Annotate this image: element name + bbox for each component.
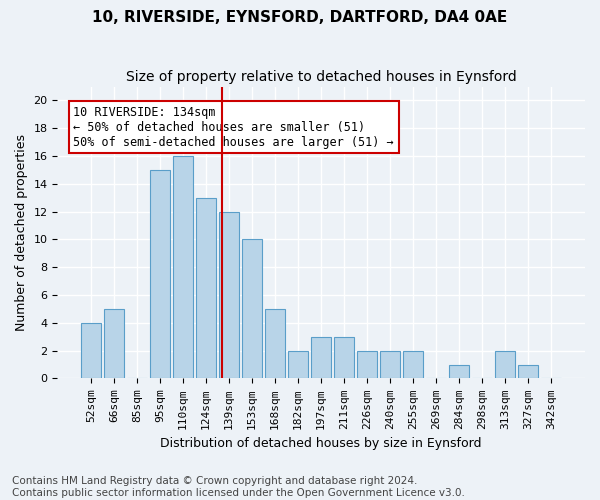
Bar [265, 309, 285, 378]
Bar [104, 309, 124, 378]
Text: 10, RIVERSIDE, EYNSFORD, DARTFORD, DA4 0AE: 10, RIVERSIDE, EYNSFORD, DARTFORD, DA4 0… [92, 10, 508, 25]
Bar [518, 364, 538, 378]
Bar [311, 336, 331, 378]
Bar [380, 350, 400, 378]
Bar [82, 323, 101, 378]
Bar [449, 364, 469, 378]
Bar [151, 170, 170, 378]
Bar [334, 336, 354, 378]
Text: 10 RIVERSIDE: 134sqm
← 50% of detached houses are smaller (51)
50% of semi-detac: 10 RIVERSIDE: 134sqm ← 50% of detached h… [73, 106, 394, 148]
Bar [173, 156, 193, 378]
Title: Size of property relative to detached houses in Eynsford: Size of property relative to detached ho… [126, 70, 517, 84]
X-axis label: Distribution of detached houses by size in Eynsford: Distribution of detached houses by size … [160, 437, 482, 450]
Bar [220, 212, 239, 378]
Bar [496, 350, 515, 378]
Bar [242, 240, 262, 378]
Bar [196, 198, 216, 378]
Bar [403, 350, 423, 378]
Y-axis label: Number of detached properties: Number of detached properties [15, 134, 28, 331]
Bar [358, 350, 377, 378]
Bar [289, 350, 308, 378]
Text: Contains HM Land Registry data © Crown copyright and database right 2024.
Contai: Contains HM Land Registry data © Crown c… [12, 476, 465, 498]
